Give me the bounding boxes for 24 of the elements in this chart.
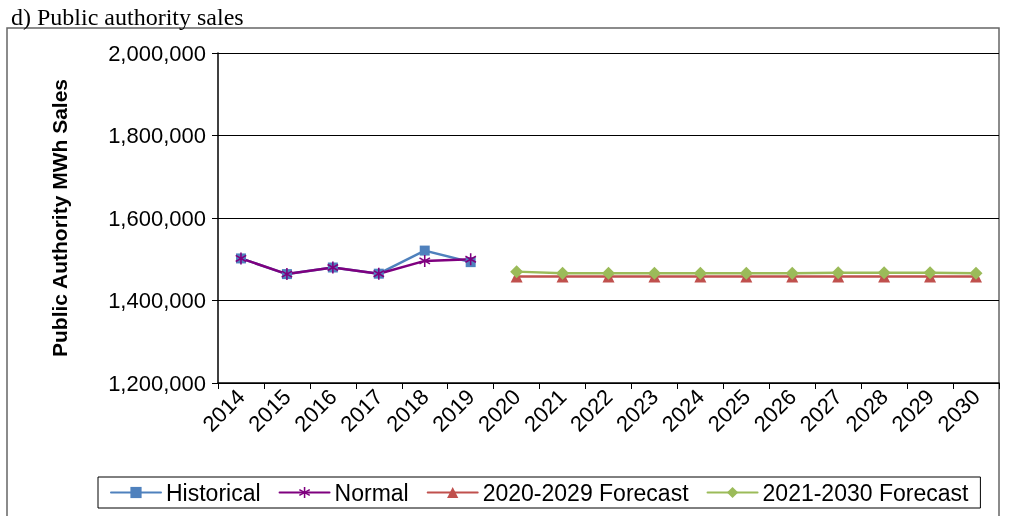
y-tick-label: 1,800,000 bbox=[108, 123, 206, 148]
y-tick-label: 1,200,000 bbox=[108, 370, 206, 396]
point bbox=[419, 245, 430, 256]
point bbox=[419, 254, 431, 267]
y-axis-title: Public Authority MWh Sales bbox=[48, 78, 71, 358]
legend-label: 2021-2030 Forecast bbox=[762, 479, 970, 506]
y-tick-label: 2,000,000 bbox=[108, 40, 206, 66]
chart-title: d) Public authority sales bbox=[11, 4, 244, 30]
y-tick-label: 1,600,000 bbox=[108, 205, 206, 231]
point bbox=[923, 266, 937, 280]
point bbox=[877, 266, 891, 280]
legend-label: 2020-2029 Forecast bbox=[482, 479, 690, 506]
point bbox=[602, 266, 615, 280]
point bbox=[510, 265, 524, 279]
point bbox=[739, 266, 753, 280]
y-tick-label: 1,400,000 bbox=[108, 288, 206, 313]
point bbox=[647, 266, 661, 280]
legend-label: Historical bbox=[166, 479, 261, 506]
legend-label: Normal bbox=[334, 479, 409, 506]
point bbox=[693, 266, 707, 280]
point bbox=[556, 266, 570, 280]
point bbox=[785, 266, 799, 280]
point bbox=[831, 266, 845, 280]
point bbox=[969, 266, 983, 280]
